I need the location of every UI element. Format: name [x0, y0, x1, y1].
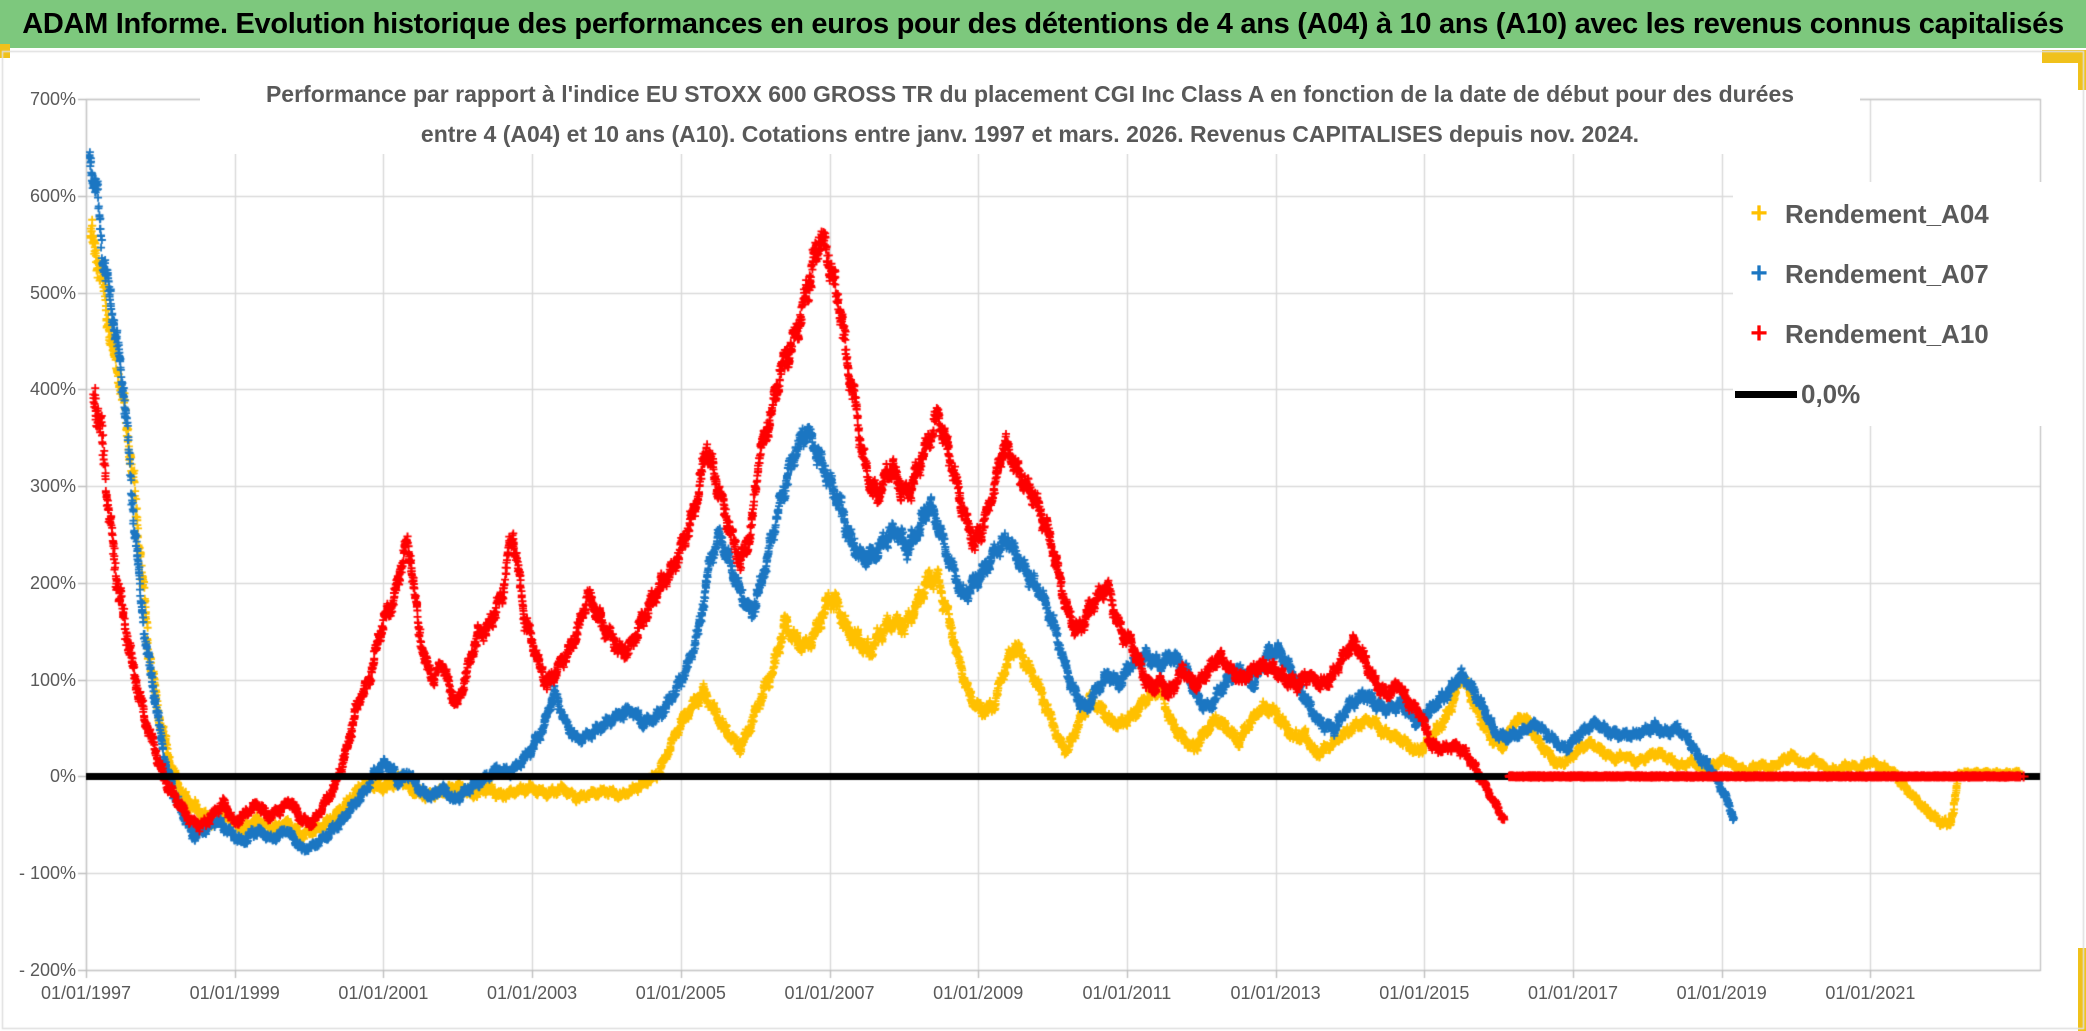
- plus-marker-icon: +: [1750, 317, 1768, 350]
- y-axis-label: - 200%: [18, 960, 76, 980]
- chart-title: Performance par rapport à l'indice EU ST…: [200, 74, 1860, 154]
- legend-label: 0,0%: [1801, 378, 1861, 409]
- x-axis-label: 01/01/2001: [338, 983, 429, 1003]
- plus-marker-icon: +: [1750, 257, 1768, 290]
- x-axis-label: 01/01/2013: [1230, 983, 1321, 1003]
- x-axis-label: 01/01/2021: [1825, 983, 1916, 1003]
- y-axis-label: 100%: [29, 669, 76, 690]
- legend-label: Rendement_A10: [1785, 318, 1989, 349]
- y-axis-label: 400%: [29, 379, 76, 400]
- x-axis-label: 01/01/2017: [1527, 983, 1619, 1003]
- legend: + Rendement_A04 + Rendement_A07 + Rendement_A…: [1733, 182, 2045, 426]
- legend-item-rendement-a04: + Rendement_A04: [1733, 184, 2045, 244]
- legend-item-0-0-: 0,0%: [1733, 364, 2045, 424]
- y-axis-label: 600%: [29, 185, 76, 206]
- x-axis-label: 01/01/2015: [1379, 983, 1470, 1003]
- x-axis-label: 01/01/1999: [189, 983, 280, 1003]
- chart-title-line2: entre 4 (A04) et 10 ans (A10). Cotations…: [420, 121, 1640, 147]
- legend-item-rendement-a07: + Rendement_A07: [1733, 244, 2045, 304]
- plus-marker-icon: +: [1750, 197, 1768, 230]
- chart-title-line1: Performance par rapport à l'indice EU ST…: [265, 81, 1795, 107]
- x-axis-label: 01/01/2007: [784, 983, 875, 1003]
- x-axis-label: 01/01/2019: [1676, 983, 1767, 1003]
- zero-line-sample: [1735, 390, 1797, 398]
- x-axis-label: 01/01/2011: [1082, 983, 1172, 1003]
- y-axis-label: 0%: [49, 766, 76, 787]
- legend-item-rendement-a10: + Rendement_A10: [1733, 304, 2045, 364]
- y-axis-label: 300%: [29, 476, 76, 497]
- x-axis-label: 01/01/2005: [635, 983, 726, 1003]
- legend-label: Rendement_A07: [1785, 258, 1989, 289]
- y-axis-label: 200%: [29, 572, 76, 593]
- legend-label: Rendement_A04: [1785, 198, 1989, 229]
- x-axis-label: 01/01/2009: [933, 983, 1024, 1003]
- y-axis-label: - 100%: [18, 863, 76, 884]
- y-axis-label: 500%: [29, 282, 76, 303]
- x-axis-label: 01/01/1997: [40, 983, 132, 1003]
- y-axis-label: 700%: [29, 89, 76, 109]
- x-axis-label: 01/01/2003: [487, 983, 578, 1003]
